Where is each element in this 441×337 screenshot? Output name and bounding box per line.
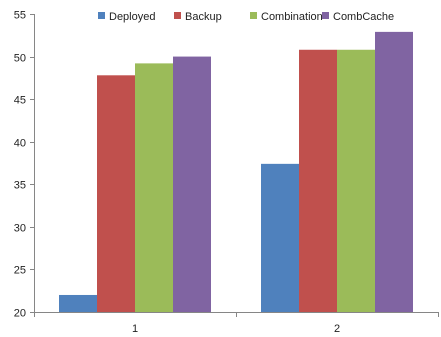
x-tick-label: 2: [334, 323, 340, 335]
legend-label: Deployed: [109, 11, 155, 23]
legend-swatch: [98, 12, 105, 19]
legend-label: Combination: [261, 11, 323, 23]
x-tick-label: 1: [132, 323, 138, 335]
legend-label: Backup: [185, 11, 222, 23]
bar-deployed-1: [59, 294, 97, 312]
bar-backup-1: [97, 75, 135, 312]
y-tick-label: 30: [14, 223, 26, 235]
legend-swatch: [174, 12, 181, 19]
legend-item-deployed: Deployed: [98, 11, 155, 23]
legend: Deployed Backup Combination CombCache: [98, 11, 394, 23]
bar-combcache-2: [375, 31, 413, 312]
bar-backup-2: [299, 49, 337, 312]
legend-swatch: [250, 12, 257, 19]
legend-item-backup: Backup: [174, 11, 222, 23]
legend-item-combination: Combination: [250, 11, 323, 23]
y-axis: 20 25 30 35 40 45 50 55: [14, 10, 35, 320]
y-tick-label: 20: [14, 308, 26, 320]
bar-combination-1: [135, 63, 173, 312]
legend-item-combcache: CombCache: [322, 11, 394, 23]
legend-swatch: [322, 12, 329, 19]
legend-label: CombCache: [333, 11, 394, 23]
y-tick-label: 25: [14, 265, 26, 277]
bar-combination-2: [337, 49, 375, 312]
y-tick-label: 55: [14, 10, 26, 22]
bar-deployed-2: [261, 163, 299, 312]
y-tick-label: 50: [14, 53, 26, 65]
y-tick-label: 35: [14, 180, 26, 192]
y-tick-label: 40: [14, 138, 26, 150]
bar-combcache-1: [173, 56, 211, 313]
y-tick-label: 45: [14, 95, 26, 107]
bars: [59, 31, 413, 313]
